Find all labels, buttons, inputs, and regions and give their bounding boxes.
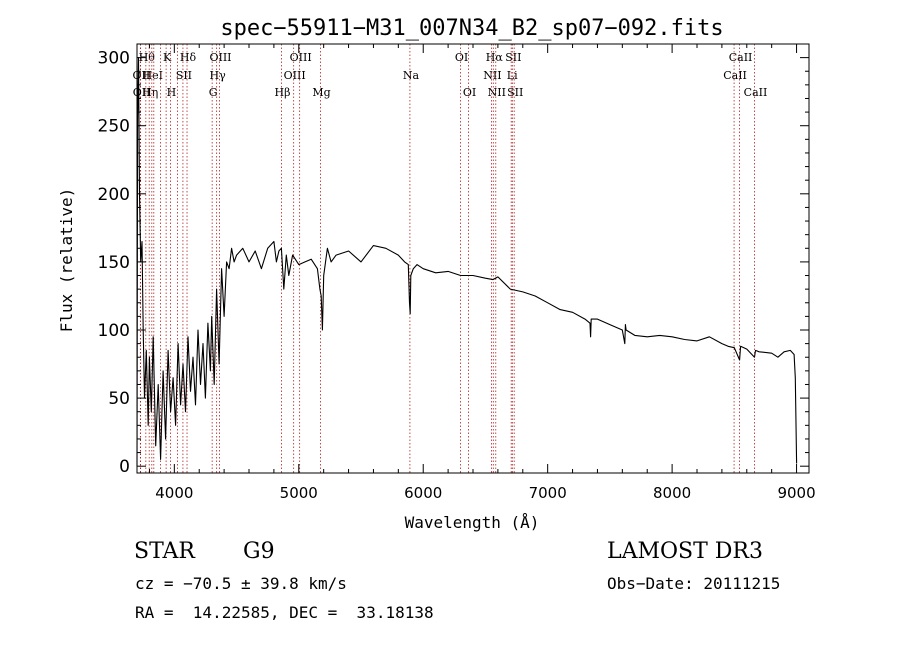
spectral-line-label: H — [167, 86, 177, 99]
redshift-velocity: cz = −70.5 ± 39.8 km/s — [135, 574, 347, 593]
object-class: STAR — [134, 539, 195, 564]
spectral-line-label: OI — [455, 51, 468, 64]
x-tick-label: 4000 — [155, 484, 193, 502]
y-tick-label: 150 — [98, 253, 130, 273]
spectral-line-markers: OIIOIIHθHηHeIKHSIIHδGHγOIIIHβOIIIOIIIMgN… — [133, 44, 768, 473]
spectral-line-label: Hβ — [275, 86, 291, 99]
chart-title: spec−55911−M31_007N34_B2_sp07−092.fits — [220, 16, 723, 41]
spectral-line-label: SII — [507, 86, 523, 99]
spectral-line-label: CaII — [744, 86, 768, 99]
spectral-line-label: Hγ — [210, 69, 227, 82]
x-tick-label: 8000 — [653, 484, 691, 502]
y-tick-label: 300 — [98, 49, 130, 69]
y-tick-label: 200 — [98, 185, 130, 205]
spectral-line-label: OIII — [290, 51, 312, 64]
spectral-line-label: G — [209, 86, 218, 99]
spectral-line-label: HeI — [143, 69, 163, 82]
y-tick-label: 100 — [98, 321, 130, 341]
y-tick-label: 0 — [119, 457, 130, 477]
spectral-line-label: K — [163, 51, 172, 64]
spectral-line-label: NII — [488, 86, 506, 99]
spectral-line-label: OIII — [284, 69, 306, 82]
x-axis-label: Wavelength (Å) — [405, 513, 540, 532]
spectral-line-label: Hη — [142, 86, 158, 99]
plot-frame — [136, 43, 810, 474]
x-tick-label: 6000 — [404, 484, 442, 502]
spectral-line-label: Mg — [312, 86, 330, 99]
spectral-line-label: CaII — [729, 51, 753, 64]
spectral-line-label: OIII — [209, 51, 231, 64]
observation-date: Obs−Date: 20111215 — [607, 574, 781, 593]
y-tick-label: 250 — [98, 117, 130, 137]
spectral-line-label: SII — [505, 51, 521, 64]
x-tick-label: 9000 — [777, 484, 815, 502]
series-layer — [136, 57, 798, 467]
y-axis-label: Flux (relative) — [57, 188, 76, 333]
x-tick-label: 5000 — [280, 484, 318, 502]
y-tick-label: 50 — [108, 389, 130, 409]
spectral-line-label: Hα — [486, 51, 504, 64]
spectral-line-label: NII — [483, 69, 501, 82]
flux-series-line — [136, 57, 798, 467]
spectral-line-label: OI — [463, 86, 476, 99]
x-tick-label: 7000 — [529, 484, 567, 502]
spectral-line-label: Hθ — [139, 51, 156, 64]
spectral-line-label: Na — [403, 69, 420, 82]
spectral-line-label: Hδ — [180, 51, 197, 64]
sky-coordinates: RA = 14.22585, DEC = 33.18138 — [135, 603, 434, 622]
spectral-line-label: SII — [176, 69, 192, 82]
spectral-line-label: CaII — [723, 69, 747, 82]
axis-layer: 4000 5000 6000 7000 8000 9000 0 50 100 150 200 250 3… — [98, 44, 816, 502]
survey-name: LAMOST DR3 — [607, 539, 763, 564]
object-subclass: G9 — [243, 539, 275, 564]
